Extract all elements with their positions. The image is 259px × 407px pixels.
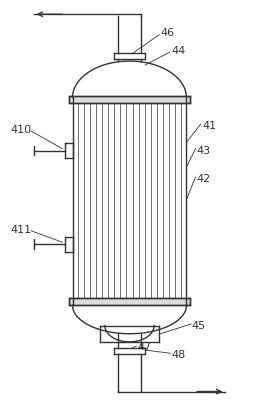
- Text: 45: 45: [192, 321, 206, 330]
- Bar: [69, 298, 190, 305]
- Text: 43: 43: [197, 146, 211, 155]
- Text: 411: 411: [10, 225, 32, 235]
- Text: 48: 48: [171, 350, 185, 360]
- Bar: [69, 96, 190, 103]
- Text: 46: 46: [161, 28, 175, 37]
- Text: 41: 41: [202, 121, 216, 131]
- Text: 42: 42: [197, 174, 211, 184]
- Text: 44: 44: [171, 46, 185, 56]
- Text: 47: 47: [137, 342, 152, 352]
- Text: 410: 410: [10, 125, 32, 135]
